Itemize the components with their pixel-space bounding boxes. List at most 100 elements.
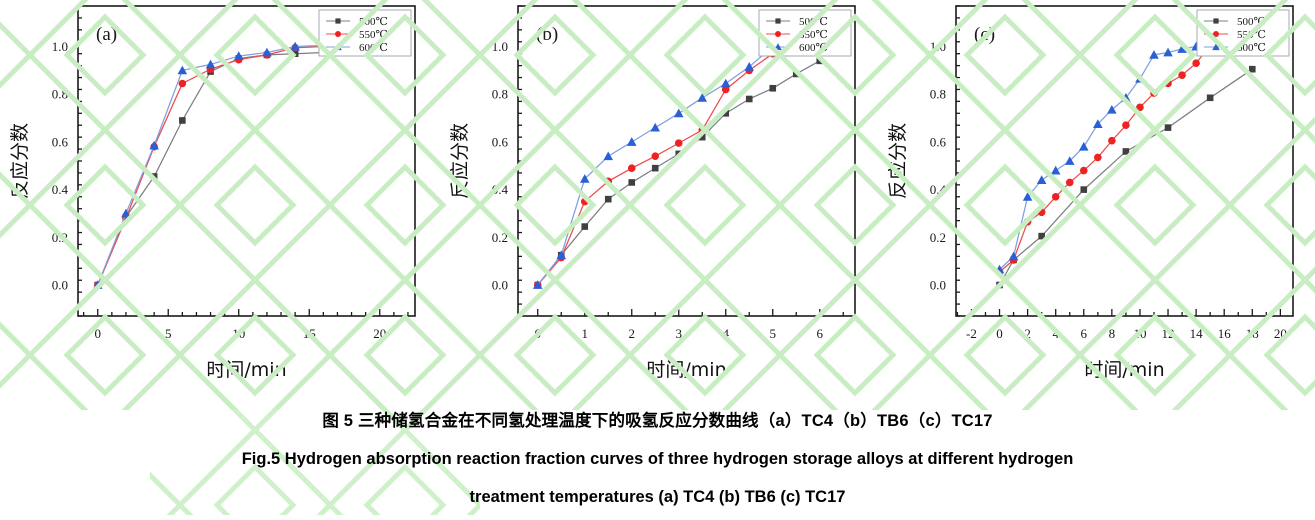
y-axis-title: 反应分数 xyxy=(887,123,909,199)
marker-circle-1 xyxy=(1065,178,1074,187)
marker-circle-1 xyxy=(1023,218,1032,226)
legend-label-2: 600℃ xyxy=(1237,42,1266,54)
x-tick-label: 5 xyxy=(769,326,776,341)
x-tick-label: 15 xyxy=(303,326,316,341)
marker-square-0 xyxy=(698,133,706,141)
x-tick-label: 4 xyxy=(1052,326,1059,341)
y-tick-label: 0.4 xyxy=(930,182,947,197)
marker-square-0 xyxy=(675,150,683,158)
marker-circle-1 xyxy=(1094,153,1102,162)
legend-label-1: 550℃ xyxy=(359,29,388,41)
marker-circle-1 xyxy=(1051,192,1060,201)
x-axis-title: 时间/min xyxy=(206,359,286,381)
chart-svg: 0 5 10 15 20 0.0 0.2 0.4 0.6 0.8 1.0 (a) 500℃550℃600… xyxy=(9,5,416,381)
marker-circle-1 xyxy=(604,177,613,186)
chart-panel-b: 0 1 2 3 4 5 6 0.0 0.2 0.4 0.6 0.8 1.0 (b) 500℃ 550℃ 600℃… xyxy=(440,0,878,400)
y-tick-label: 0.4 xyxy=(52,182,69,197)
x-axis-title: 时间/min xyxy=(1084,359,1164,381)
marker-circle-1 xyxy=(1079,166,1088,175)
chart-panel-a: 0 5 10 15 20 0.0 0.2 0.4 0.6 0.8 1.0 (a) 500℃ 550℃ 600… xyxy=(0,0,438,400)
y-tick-label: 0.0 xyxy=(52,278,68,293)
y-tick-label: 0.0 xyxy=(930,278,946,293)
marker-square-0 xyxy=(1164,124,1172,131)
marker-square-0 xyxy=(996,281,1003,289)
marker-circle-1 xyxy=(1164,79,1172,88)
x-tick-label: 10 xyxy=(232,326,245,341)
marker-circle-1 xyxy=(1192,59,1200,68)
marker-circle-1 xyxy=(1136,103,1144,112)
x-tick-label: 20 xyxy=(1274,326,1287,341)
marker-square-0 xyxy=(722,110,730,117)
x-tick-label: 6 xyxy=(1081,326,1088,341)
marker-circle-legend-1 xyxy=(1213,31,1219,37)
x-tick-label: 4 xyxy=(722,326,729,341)
x-tick-label: 6 xyxy=(816,326,823,341)
marker-circle-1 xyxy=(627,164,636,172)
y-axis-title: 反应分数 xyxy=(9,123,31,199)
legend-label-1: 550℃ xyxy=(799,29,828,41)
y-tick-label: 1.0 xyxy=(930,39,946,54)
marker-square-0 xyxy=(769,84,777,92)
caption-english-line-2: treatment temperatures (a) TC4 (b) TB6 (… xyxy=(469,488,846,506)
chart-svg: -2 0 2 4 6 8 10 12 14 16 18 20 0.0 0.2 0.4 0.6 0.8 1.0 (c)… xyxy=(887,5,1294,381)
marker-circle-1 xyxy=(698,126,707,134)
chart-panels: 0 5 10 15 20 0.0 0.2 0.4 0.6 0.8 1.0 (a) 500℃ 550℃ 600… xyxy=(0,0,1294,400)
legend-label-0: 500℃ xyxy=(799,16,828,28)
x-tick-label: 1 xyxy=(581,326,588,341)
x-tick-label: 10 xyxy=(1133,326,1146,341)
x-tick-label: -2 xyxy=(966,326,977,341)
legend-label-1: 550℃ xyxy=(1237,29,1266,41)
x-axis-title: 时间/min xyxy=(646,359,726,381)
marker-circle-1 xyxy=(1037,208,1046,217)
x-tick-label: 0 xyxy=(996,326,1003,341)
marker-square-0 xyxy=(628,179,636,186)
caption-chinese: 图 5 三种储氢合金在不同氢处理温度下的吸氢反应分数曲线（a）TC4（b）TB6… xyxy=(322,412,993,430)
x-tick-label: 2 xyxy=(628,326,635,341)
marker-square-legend-0 xyxy=(1213,18,1219,24)
y-tick-label: 0.2 xyxy=(930,230,946,245)
marker-square-0 xyxy=(604,195,612,203)
y-tick-label: 1.0 xyxy=(492,39,508,54)
marker-square-0 xyxy=(745,95,753,103)
marker-circle-1 xyxy=(1150,89,1158,97)
marker-circle-1 xyxy=(1122,121,1130,130)
x-tick-label: 0 xyxy=(534,326,541,341)
x-tick-label: 8 xyxy=(1109,326,1116,341)
x-tick-label: 20 xyxy=(373,326,386,341)
marker-circle-1 xyxy=(1108,136,1116,145)
x-tick-label: 18 xyxy=(1246,326,1259,341)
y-tick-label: 0.6 xyxy=(52,134,69,149)
y-tick-label: 0.6 xyxy=(492,134,509,149)
y-tick-label: 0.8 xyxy=(930,87,946,102)
x-tick-label: 2 xyxy=(1024,326,1031,341)
marker-circle-1 xyxy=(580,197,589,206)
y-tick-label: 0.2 xyxy=(492,230,508,245)
y-tick-label: 0.0 xyxy=(492,278,508,293)
marker-square-0 xyxy=(816,57,824,65)
panel-tag: (b) xyxy=(536,24,558,45)
y-tick-label: 0.8 xyxy=(52,87,68,102)
marker-circle-1 xyxy=(651,152,660,161)
marker-square-0 xyxy=(150,173,158,180)
x-tick-label: 3 xyxy=(675,326,682,341)
x-tick-label: 0 xyxy=(94,326,101,341)
legend-label-2: 600℃ xyxy=(799,42,828,54)
y-tick-label: 0.2 xyxy=(52,230,68,245)
marker-circle-legend-1 xyxy=(335,31,341,37)
x-tick-label: 16 xyxy=(1218,326,1232,341)
marker-square-0 xyxy=(1206,94,1214,102)
marker-square-0 xyxy=(651,164,659,172)
figure-caption: 图 5 三种储氢合金在不同氢处理温度下的吸氢反应分数曲线（a）TC4（b）TB6… xyxy=(0,400,1315,512)
marker-square-0 xyxy=(792,70,800,78)
marker-square-0 xyxy=(1080,186,1088,193)
marker-square-0 xyxy=(179,117,186,124)
marker-square-0 xyxy=(1122,148,1130,155)
legend-label-0: 500℃ xyxy=(359,16,388,28)
panel-tag: (c) xyxy=(974,24,995,45)
marker-square-0 xyxy=(581,223,589,230)
x-tick-label: 5 xyxy=(165,326,172,341)
